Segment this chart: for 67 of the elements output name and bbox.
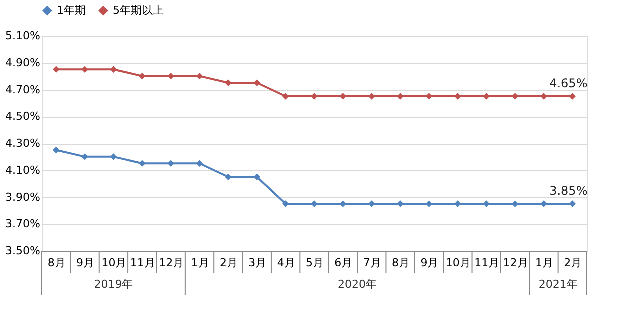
- x-tick-label: 11月: [474, 256, 500, 270]
- x-tick-label: 5月: [306, 256, 324, 270]
- x-tick-label: 12月: [503, 256, 528, 270]
- point: [282, 93, 290, 100]
- point: [569, 200, 576, 208]
- x-tick-label: 8月: [392, 256, 410, 270]
- point: [110, 66, 118, 73]
- y-tick-label: 3.70%: [6, 218, 40, 231]
- text: 2019年: [94, 278, 134, 291]
- y-tick-label: 5.10%: [6, 30, 40, 42]
- y-tick-label: 3.90%: [6, 190, 40, 204]
- x-tick-label: 9月: [420, 256, 439, 270]
- x-tick-label: 6月: [334, 256, 353, 270]
- point: [168, 72, 174, 80]
- x-tick-label: 2月: [220, 256, 238, 270]
- text: 2021年: [538, 278, 578, 291]
- data-label: 4.65%: [550, 76, 588, 90]
- x-tick-label: 4月: [277, 256, 296, 270]
- x-tick-label: 9月: [76, 256, 95, 270]
- point: [139, 160, 146, 168]
- point: [196, 72, 204, 80]
- x-tick-label: 10月: [102, 256, 127, 270]
- point: [397, 200, 404, 208]
- point: [569, 93, 576, 100]
- point: [254, 80, 260, 86]
- point: [311, 200, 318, 208]
- point: [311, 93, 318, 100]
- x-tick-label: 2月: [564, 256, 582, 270]
- point: [168, 160, 174, 168]
- point: [540, 200, 548, 208]
- point: [82, 66, 88, 73]
- point: [52, 146, 60, 154]
- legend-label: 1年期: [57, 4, 86, 17]
- point: [454, 200, 462, 208]
- x-tick-label: 8月: [48, 256, 66, 270]
- x-tick-label: 1月: [191, 256, 210, 270]
- point: [139, 72, 146, 80]
- y-tick-label: 4.70%: [6, 83, 40, 96]
- point: [254, 174, 260, 180]
- point: [110, 154, 118, 160]
- point: [540, 93, 548, 100]
- y-tick-label: 4.30%: [6, 137, 40, 150]
- y-tick-label: 4.50%: [6, 110, 40, 124]
- y-tick-label: 4.90%: [6, 56, 40, 70]
- x-tick-label: 3月: [248, 256, 267, 270]
- y-tick-label: 4.10%: [6, 164, 40, 177]
- x-tick-label: 11月: [130, 256, 156, 270]
- point: [483, 200, 490, 208]
- point: [82, 154, 88, 160]
- y-tick-label: 3.50%: [6, 244, 40, 258]
- point: [282, 200, 290, 208]
- point: [454, 93, 462, 100]
- data-label: 3.85%: [550, 184, 588, 198]
- point: [196, 160, 204, 168]
- x-tick-label: 10月: [446, 256, 471, 270]
- point: [368, 93, 376, 100]
- point: [52, 66, 60, 73]
- point: [225, 80, 232, 86]
- point: [483, 93, 490, 100]
- point: [368, 200, 376, 208]
- point: [397, 93, 404, 100]
- text: 2020年: [338, 278, 378, 291]
- x-tick-label: 12月: [159, 256, 184, 270]
- legend-label: 5年期以上: [113, 4, 164, 17]
- point: [225, 174, 232, 180]
- x-tick-label: 7月: [363, 256, 382, 270]
- x-tick-label: 1月: [535, 256, 554, 270]
